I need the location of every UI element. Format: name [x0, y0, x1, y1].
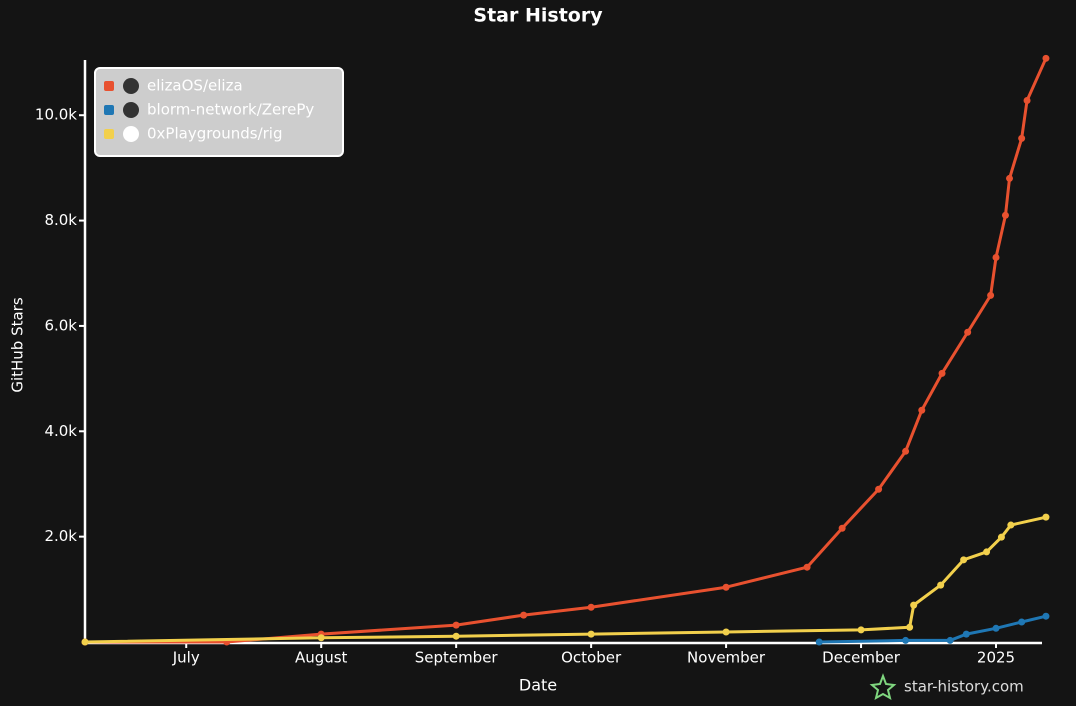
- chart-title: Star History: [473, 5, 603, 27]
- x-tick-label: November: [687, 649, 766, 667]
- data-point: [937, 581, 945, 589]
- data-point: [987, 291, 995, 299]
- data-point: [1018, 134, 1026, 142]
- data-point: [1042, 513, 1050, 521]
- data-point: [587, 603, 595, 611]
- data-point: [962, 630, 970, 638]
- data-point: [803, 563, 811, 571]
- legend-label: 0xPlaygrounds/rig: [147, 125, 283, 143]
- data-point: [452, 621, 460, 629]
- data-point: [964, 328, 972, 336]
- data-point: [902, 636, 910, 644]
- x-axis-label: Date: [519, 676, 557, 695]
- data-point: [983, 548, 991, 556]
- data-point: [910, 601, 918, 609]
- data-point: [946, 636, 954, 644]
- x-tick-label: December: [822, 649, 901, 667]
- data-point: [1001, 211, 1009, 219]
- data-point: [452, 632, 460, 640]
- data-point: [857, 626, 865, 634]
- data-point: [918, 406, 926, 414]
- watermark-icon: [869, 673, 897, 701]
- data-point: [1023, 96, 1031, 104]
- legend-swatch: [104, 81, 114, 91]
- data-point: [960, 556, 968, 564]
- legend-label: blorm-network/ZerePy: [147, 101, 314, 119]
- legend-swatch: [104, 105, 114, 115]
- legend-avatar: [123, 78, 139, 94]
- x-tick-label: July: [172, 649, 200, 667]
- x-tick-label: September: [415, 649, 499, 667]
- data-point: [992, 624, 1000, 632]
- data-point: [1018, 618, 1026, 626]
- legend-box: [94, 67, 344, 157]
- watermark: star-history.com: [904, 678, 1024, 696]
- y-tick-label: 4.0k: [44, 422, 77, 440]
- data-point: [906, 623, 914, 631]
- y-axis-label: GitHub Stars: [9, 297, 27, 393]
- data-point: [587, 630, 595, 638]
- x-tick-label: October: [561, 649, 622, 667]
- y-tick-label: 8.0k: [44, 211, 77, 229]
- data-point: [1006, 174, 1014, 182]
- data-point: [722, 628, 730, 636]
- data-point: [722, 583, 730, 591]
- legend-label: elizaOS/eliza: [147, 77, 243, 95]
- legend-swatch: [104, 129, 114, 139]
- data-point: [1042, 612, 1050, 620]
- data-point: [902, 447, 910, 455]
- data-point: [838, 524, 846, 532]
- legend-avatar: [123, 102, 139, 118]
- x-tick-label: 2025: [977, 649, 1015, 667]
- legend-avatar: [123, 126, 139, 142]
- data-point: [875, 485, 883, 493]
- data-point: [1007, 521, 1015, 529]
- y-tick-label: 10.0k: [35, 106, 77, 124]
- data-point: [1042, 54, 1050, 62]
- y-tick-label: 2.0k: [44, 527, 77, 545]
- data-point: [992, 253, 1000, 261]
- y-tick-label: 6.0k: [44, 316, 77, 334]
- data-point: [938, 369, 946, 377]
- data-point: [520, 611, 528, 619]
- data-point: [317, 634, 325, 642]
- data-point: [815, 638, 823, 646]
- data-point: [997, 533, 1005, 541]
- x-tick-label: August: [295, 649, 348, 667]
- data-point: [81, 638, 89, 646]
